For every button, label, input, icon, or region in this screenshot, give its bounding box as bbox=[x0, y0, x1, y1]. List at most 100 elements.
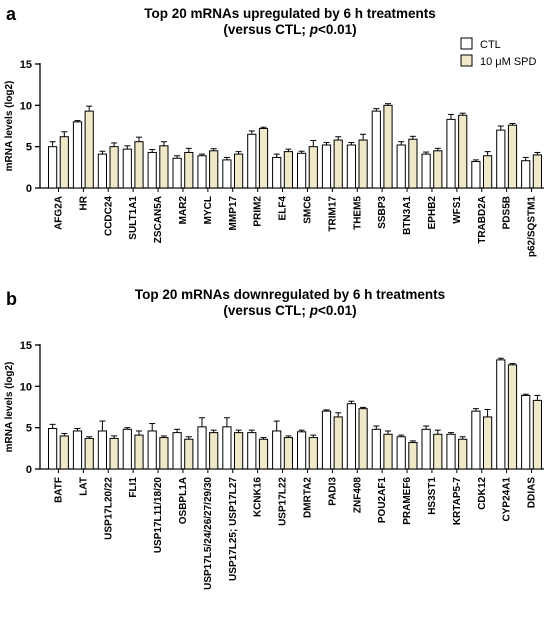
x-tick-label: CCDC24 bbox=[103, 196, 114, 236]
x-tick-label: ZNF408 bbox=[352, 477, 363, 514]
bar bbox=[172, 432, 182, 470]
x-tick-label: PRAMEF6 bbox=[402, 477, 413, 525]
subtitle-p: p bbox=[309, 22, 318, 37]
x-tick-label: PDS5B bbox=[502, 196, 513, 229]
bar bbox=[122, 428, 132, 470]
bar bbox=[97, 153, 108, 189]
bar bbox=[471, 410, 481, 470]
bar bbox=[446, 433, 456, 470]
bar bbox=[272, 156, 282, 189]
x-tick-label: MYCL bbox=[203, 196, 214, 224]
bar bbox=[358, 139, 368, 189]
bar bbox=[184, 151, 194, 189]
x-tick-label: PADI3 bbox=[327, 477, 338, 506]
x-tick-label: LAT bbox=[78, 477, 89, 496]
chart-subtitle: (versus CTL; p<0.01) bbox=[223, 22, 356, 37]
legend-swatch bbox=[460, 37, 473, 50]
legend: CTL 10 μM SPD bbox=[460, 37, 537, 68]
x-tick-label: PRIM2 bbox=[253, 196, 264, 227]
bar bbox=[458, 114, 468, 189]
bar bbox=[234, 153, 244, 189]
bar bbox=[258, 127, 269, 189]
y-axis-label: mRNA levels (log2) bbox=[4, 81, 15, 172]
bar bbox=[408, 442, 418, 470]
x-tick-label: BATF bbox=[53, 477, 64, 503]
bar bbox=[383, 104, 393, 189]
bar bbox=[396, 436, 406, 470]
bar bbox=[532, 154, 542, 189]
x-tick-label: p62/SQSTM1 bbox=[527, 196, 538, 258]
x-tick-label: DMRTA2 bbox=[302, 477, 313, 518]
panel-letter-a: a bbox=[6, 4, 17, 24]
y-tick-label: 15 bbox=[20, 59, 32, 71]
bar bbox=[258, 438, 269, 470]
panel-letter-b: b bbox=[6, 289, 17, 309]
x-tick-label: SULT1A1 bbox=[128, 196, 139, 240]
bar bbox=[84, 110, 94, 189]
bar bbox=[48, 427, 58, 470]
bar bbox=[209, 150, 219, 189]
bar bbox=[109, 146, 119, 189]
bar bbox=[209, 432, 219, 470]
bar bbox=[433, 433, 443, 470]
bar bbox=[48, 146, 58, 189]
subtitle-part: (versus CTL; bbox=[223, 303, 309, 318]
bar bbox=[446, 118, 456, 189]
x-tick-label: HR bbox=[78, 195, 89, 210]
x-tick-label: MAR2 bbox=[178, 196, 189, 225]
bar bbox=[383, 433, 393, 470]
x-tick-label: USP17L11/18/20 bbox=[153, 477, 164, 554]
x-tick-label: POU2AF1 bbox=[377, 477, 388, 524]
x-tick-label: MMP17 bbox=[228, 196, 239, 231]
y-tick-label: 0 bbox=[26, 183, 32, 195]
bar bbox=[247, 133, 257, 189]
bar bbox=[134, 141, 144, 189]
bar bbox=[458, 438, 468, 470]
bar bbox=[507, 124, 518, 189]
bar bbox=[197, 155, 207, 189]
bar bbox=[159, 145, 169, 189]
bar bbox=[283, 151, 293, 189]
chart-title: Top 20 mRNAs upregulated by 6 h treatmen… bbox=[144, 6, 436, 21]
chart-title: Top 20 mRNAs downregulated by 6 h treatm… bbox=[135, 287, 445, 302]
bar bbox=[297, 431, 307, 470]
bar bbox=[371, 428, 381, 470]
bar bbox=[521, 394, 531, 470]
x-tick-label: KCNK16 bbox=[253, 477, 264, 517]
subtitle-part: <0.01) bbox=[318, 22, 357, 37]
legend-swatch bbox=[460, 54, 473, 67]
x-tick-label: ZSCAN5A bbox=[153, 196, 164, 243]
bar bbox=[59, 136, 69, 189]
x-tick-label: WFS1 bbox=[452, 196, 463, 224]
x-tick-label: USP17L20/22 bbox=[103, 477, 114, 540]
x-tick-label: EPHB2 bbox=[427, 196, 438, 230]
bar bbox=[333, 139, 343, 189]
y-axis-label: mRNA levels (log2) bbox=[4, 362, 15, 453]
x-tick-label: CYP24A1 bbox=[502, 477, 513, 522]
bar bbox=[72, 121, 83, 189]
bar bbox=[408, 138, 418, 189]
y-tick-label: 0 bbox=[26, 464, 32, 476]
legend-label: CTL bbox=[480, 39, 501, 51]
x-tick-label: TRABD2A bbox=[477, 196, 488, 244]
bar bbox=[358, 408, 368, 470]
bar bbox=[321, 144, 332, 189]
bar bbox=[532, 399, 542, 470]
bar bbox=[308, 146, 318, 189]
bar bbox=[433, 150, 443, 189]
x-tick-label: ELF4 bbox=[278, 196, 289, 221]
bar bbox=[272, 430, 282, 470]
bar bbox=[321, 410, 332, 470]
x-tick-label: CDK12 bbox=[477, 477, 488, 510]
x-tick-label: SSBP3 bbox=[377, 196, 388, 229]
bar bbox=[483, 416, 493, 470]
y-tick-label: 15 bbox=[20, 340, 32, 352]
bar bbox=[222, 426, 232, 470]
y-tick-label: 5 bbox=[26, 142, 32, 154]
bar bbox=[234, 432, 244, 470]
bar bbox=[346, 144, 356, 189]
subtitle-part: <0.01) bbox=[318, 303, 357, 318]
bar bbox=[134, 434, 144, 470]
y-tick-label: 10 bbox=[20, 381, 32, 393]
